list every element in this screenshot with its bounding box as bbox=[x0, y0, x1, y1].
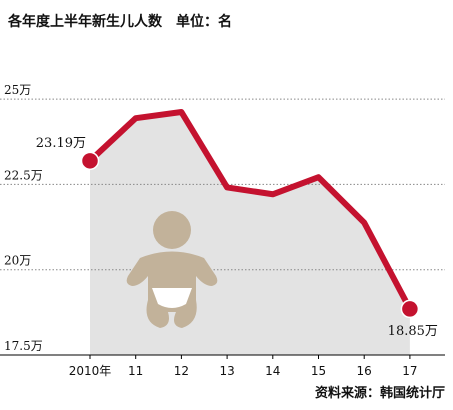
x-tick-label: 13 bbox=[219, 364, 234, 378]
x-tick-label: 11 bbox=[128, 364, 143, 378]
chart-title: 各年度上半年新生儿人数 单位：名 bbox=[7, 13, 232, 30]
point bbox=[80, 151, 100, 171]
baby-head bbox=[153, 211, 191, 249]
value-label: 18.85万 bbox=[388, 324, 438, 339]
source-note: 资料来源：韩国统计厅 bbox=[315, 385, 445, 401]
y-tick-label: 25万 bbox=[4, 83, 31, 97]
x-tick-label: 16 bbox=[357, 364, 372, 378]
y-tick-label: 22.5万 bbox=[4, 168, 43, 182]
baby-diaper bbox=[152, 288, 192, 308]
baby-icon bbox=[126, 211, 218, 328]
x-tick-label: 12 bbox=[174, 364, 189, 378]
x-tick-label: 17 bbox=[402, 364, 417, 378]
x-tick-label: 14 bbox=[265, 364, 280, 378]
value-label: 23.19万 bbox=[36, 136, 86, 151]
point bbox=[400, 299, 420, 319]
x-tick-label: 2010年 bbox=[69, 364, 112, 378]
area bbox=[90, 112, 410, 355]
y-tick-label: 20万 bbox=[4, 254, 31, 268]
y-tick-label: 17.5万 bbox=[4, 339, 43, 353]
line bbox=[87, 109, 413, 311]
x-tick-label: 15 bbox=[311, 364, 326, 378]
